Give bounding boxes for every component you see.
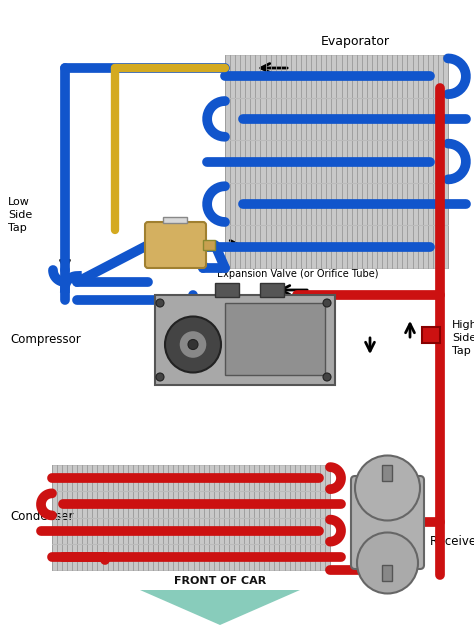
Text: FRONT OF CAR: FRONT OF CAR bbox=[174, 576, 266, 586]
Circle shape bbox=[323, 299, 331, 307]
Text: Evaporator: Evaporator bbox=[321, 35, 390, 48]
Text: Low
Side
Tap: Low Side Tap bbox=[8, 197, 32, 233]
Text: Expansion Valve (or Orifice Tube): Expansion Valve (or Orifice Tube) bbox=[217, 269, 379, 279]
Bar bbox=[382, 465, 392, 481]
Text: Compressor: Compressor bbox=[10, 334, 81, 346]
Bar bbox=[203, 240, 215, 250]
Circle shape bbox=[165, 317, 221, 372]
Bar bbox=[155, 295, 335, 385]
Bar bbox=[215, 283, 239, 297]
Bar bbox=[52, 465, 330, 570]
Bar bbox=[422, 327, 440, 343]
Bar bbox=[225, 303, 325, 375]
Circle shape bbox=[323, 373, 331, 381]
Circle shape bbox=[156, 373, 164, 381]
Text: Condenser: Condenser bbox=[10, 511, 73, 523]
Circle shape bbox=[188, 339, 198, 349]
FancyBboxPatch shape bbox=[145, 222, 206, 268]
Bar bbox=[260, 283, 284, 297]
Circle shape bbox=[355, 456, 420, 521]
Bar bbox=[163, 217, 187, 223]
Bar bbox=[225, 55, 448, 268]
Polygon shape bbox=[140, 590, 300, 625]
Text: High
Side
Tap: High Side Tap bbox=[452, 320, 474, 356]
Text: Receiver Dryer: Receiver Dryer bbox=[430, 535, 474, 549]
Circle shape bbox=[156, 299, 164, 307]
Bar bbox=[382, 565, 392, 581]
Circle shape bbox=[179, 331, 207, 358]
Circle shape bbox=[357, 533, 418, 593]
FancyBboxPatch shape bbox=[351, 476, 424, 569]
